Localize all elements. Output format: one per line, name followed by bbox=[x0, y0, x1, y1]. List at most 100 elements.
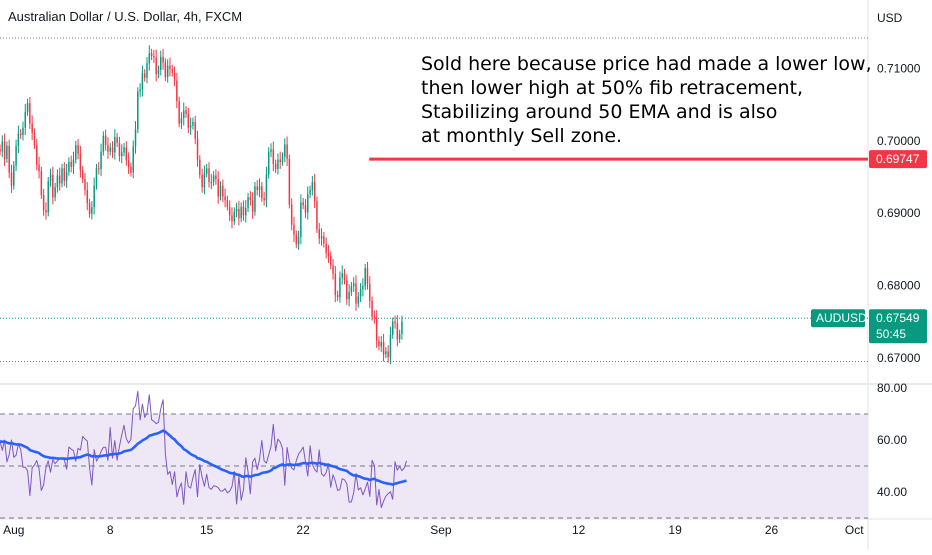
candle-body bbox=[286, 144, 288, 159]
countdown-label: 50:45 bbox=[876, 327, 906, 341]
candle-body bbox=[38, 164, 40, 172]
candle-body bbox=[249, 197, 252, 201]
annotation-line: Stabilizing around 50 EMA and is also bbox=[421, 101, 778, 123]
candle-body bbox=[107, 145, 109, 152]
candle-body bbox=[24, 111, 27, 128]
candle-body bbox=[63, 168, 66, 181]
sell-level-tag bbox=[869, 150, 927, 169]
candle-body bbox=[146, 63, 148, 78]
candle-body bbox=[196, 138, 199, 160]
candle-body bbox=[210, 182, 213, 184]
trade-annotation: Sold here because price had made a lower… bbox=[421, 52, 881, 148]
chart-title: Australian Dollar / U.S. Dollar, 4h, FXC… bbox=[6, 9, 245, 24]
rsi-layer bbox=[0, 390, 868, 519]
candle-body bbox=[187, 114, 190, 128]
price-tick-label: 0.69000 bbox=[877, 206, 921, 220]
annotation-line: at monthly Sell zone. bbox=[421, 125, 623, 147]
candle-body bbox=[222, 185, 224, 197]
candle-body bbox=[304, 205, 307, 213]
candle-body bbox=[295, 234, 298, 245]
symbol-tag bbox=[811, 309, 865, 328]
candle-body bbox=[109, 147, 111, 152]
candle-body bbox=[228, 206, 231, 216]
candle-body bbox=[1, 141, 4, 152]
candle-body bbox=[401, 321, 403, 335]
candle-body bbox=[8, 145, 10, 173]
candle-body bbox=[58, 175, 61, 184]
candle-body bbox=[77, 145, 79, 154]
candle-body bbox=[93, 185, 95, 208]
candle-body bbox=[68, 161, 70, 172]
rsi-tick-label: 80.00 bbox=[877, 381, 907, 395]
candle-body bbox=[263, 197, 265, 201]
candle-body bbox=[219, 185, 222, 197]
candle-body bbox=[226, 200, 229, 207]
candles-layer bbox=[0, 45, 868, 365]
annotation-line: then lower high at 50% fib retracement, bbox=[421, 77, 804, 99]
candle-body bbox=[247, 197, 249, 209]
candle-body bbox=[380, 342, 383, 347]
candle-body bbox=[279, 159, 281, 162]
candle-body bbox=[316, 200, 318, 230]
candle-body bbox=[100, 151, 102, 170]
candle-body bbox=[114, 137, 116, 153]
price-tick-label: 0.71000 bbox=[877, 61, 921, 75]
candle-body bbox=[329, 255, 332, 266]
date-tick-label: 15 bbox=[200, 523, 214, 537]
candle-body bbox=[153, 56, 155, 58]
candle-body bbox=[334, 273, 337, 295]
candle-body bbox=[290, 204, 293, 225]
candle-body bbox=[49, 174, 52, 182]
candle-body bbox=[270, 149, 272, 152]
candle-body bbox=[385, 351, 387, 355]
candle-body bbox=[148, 53, 151, 64]
candle-body bbox=[137, 91, 139, 130]
rsi-tick-label: 60.00 bbox=[877, 433, 907, 447]
candle-body bbox=[75, 145, 77, 160]
date-tick-label: 22 bbox=[296, 523, 310, 537]
candle-body bbox=[111, 147, 114, 153]
candle-body bbox=[40, 171, 43, 196]
candle-body bbox=[389, 334, 392, 358]
candle-body bbox=[42, 195, 45, 211]
candle-body bbox=[3, 141, 6, 159]
candle-body bbox=[245, 208, 247, 216]
candle-body bbox=[265, 174, 268, 201]
candle-body bbox=[125, 147, 128, 161]
candle-body bbox=[81, 170, 84, 180]
candle-body bbox=[258, 186, 261, 191]
candle-body bbox=[332, 265, 334, 274]
candle-body bbox=[19, 133, 22, 135]
candle-body bbox=[382, 342, 385, 355]
candle-body bbox=[56, 175, 59, 188]
axis-layer: USD 0.71000 0.70000 0.69000 0.68000 0.67000 0.… bbox=[3, 11, 927, 537]
candle-body bbox=[120, 152, 123, 156]
candle-body bbox=[293, 224, 295, 235]
candle-body bbox=[91, 207, 93, 214]
candle-body bbox=[169, 65, 171, 70]
candle-body bbox=[127, 160, 130, 167]
candle-body bbox=[29, 103, 31, 124]
candle-body bbox=[0, 148, 1, 152]
candle-body bbox=[323, 236, 325, 244]
candle-body bbox=[212, 175, 215, 183]
candle-body bbox=[398, 334, 401, 340]
candle-body bbox=[359, 289, 362, 297]
candle-body bbox=[373, 316, 376, 319]
candle-body bbox=[238, 208, 240, 219]
candle-body bbox=[288, 158, 291, 205]
candle-body bbox=[102, 135, 105, 152]
candle-body bbox=[378, 340, 380, 347]
candle-body bbox=[251, 200, 254, 212]
candle-body bbox=[13, 165, 15, 186]
candle-body bbox=[355, 283, 357, 304]
candle-body bbox=[302, 202, 304, 206]
candle-body bbox=[313, 182, 316, 201]
candle-body bbox=[26, 103, 29, 112]
candle-body bbox=[327, 252, 330, 256]
sell-level-label: 0.69747 bbox=[876, 152, 920, 166]
candle-body bbox=[339, 277, 341, 298]
candle-body bbox=[320, 236, 323, 239]
